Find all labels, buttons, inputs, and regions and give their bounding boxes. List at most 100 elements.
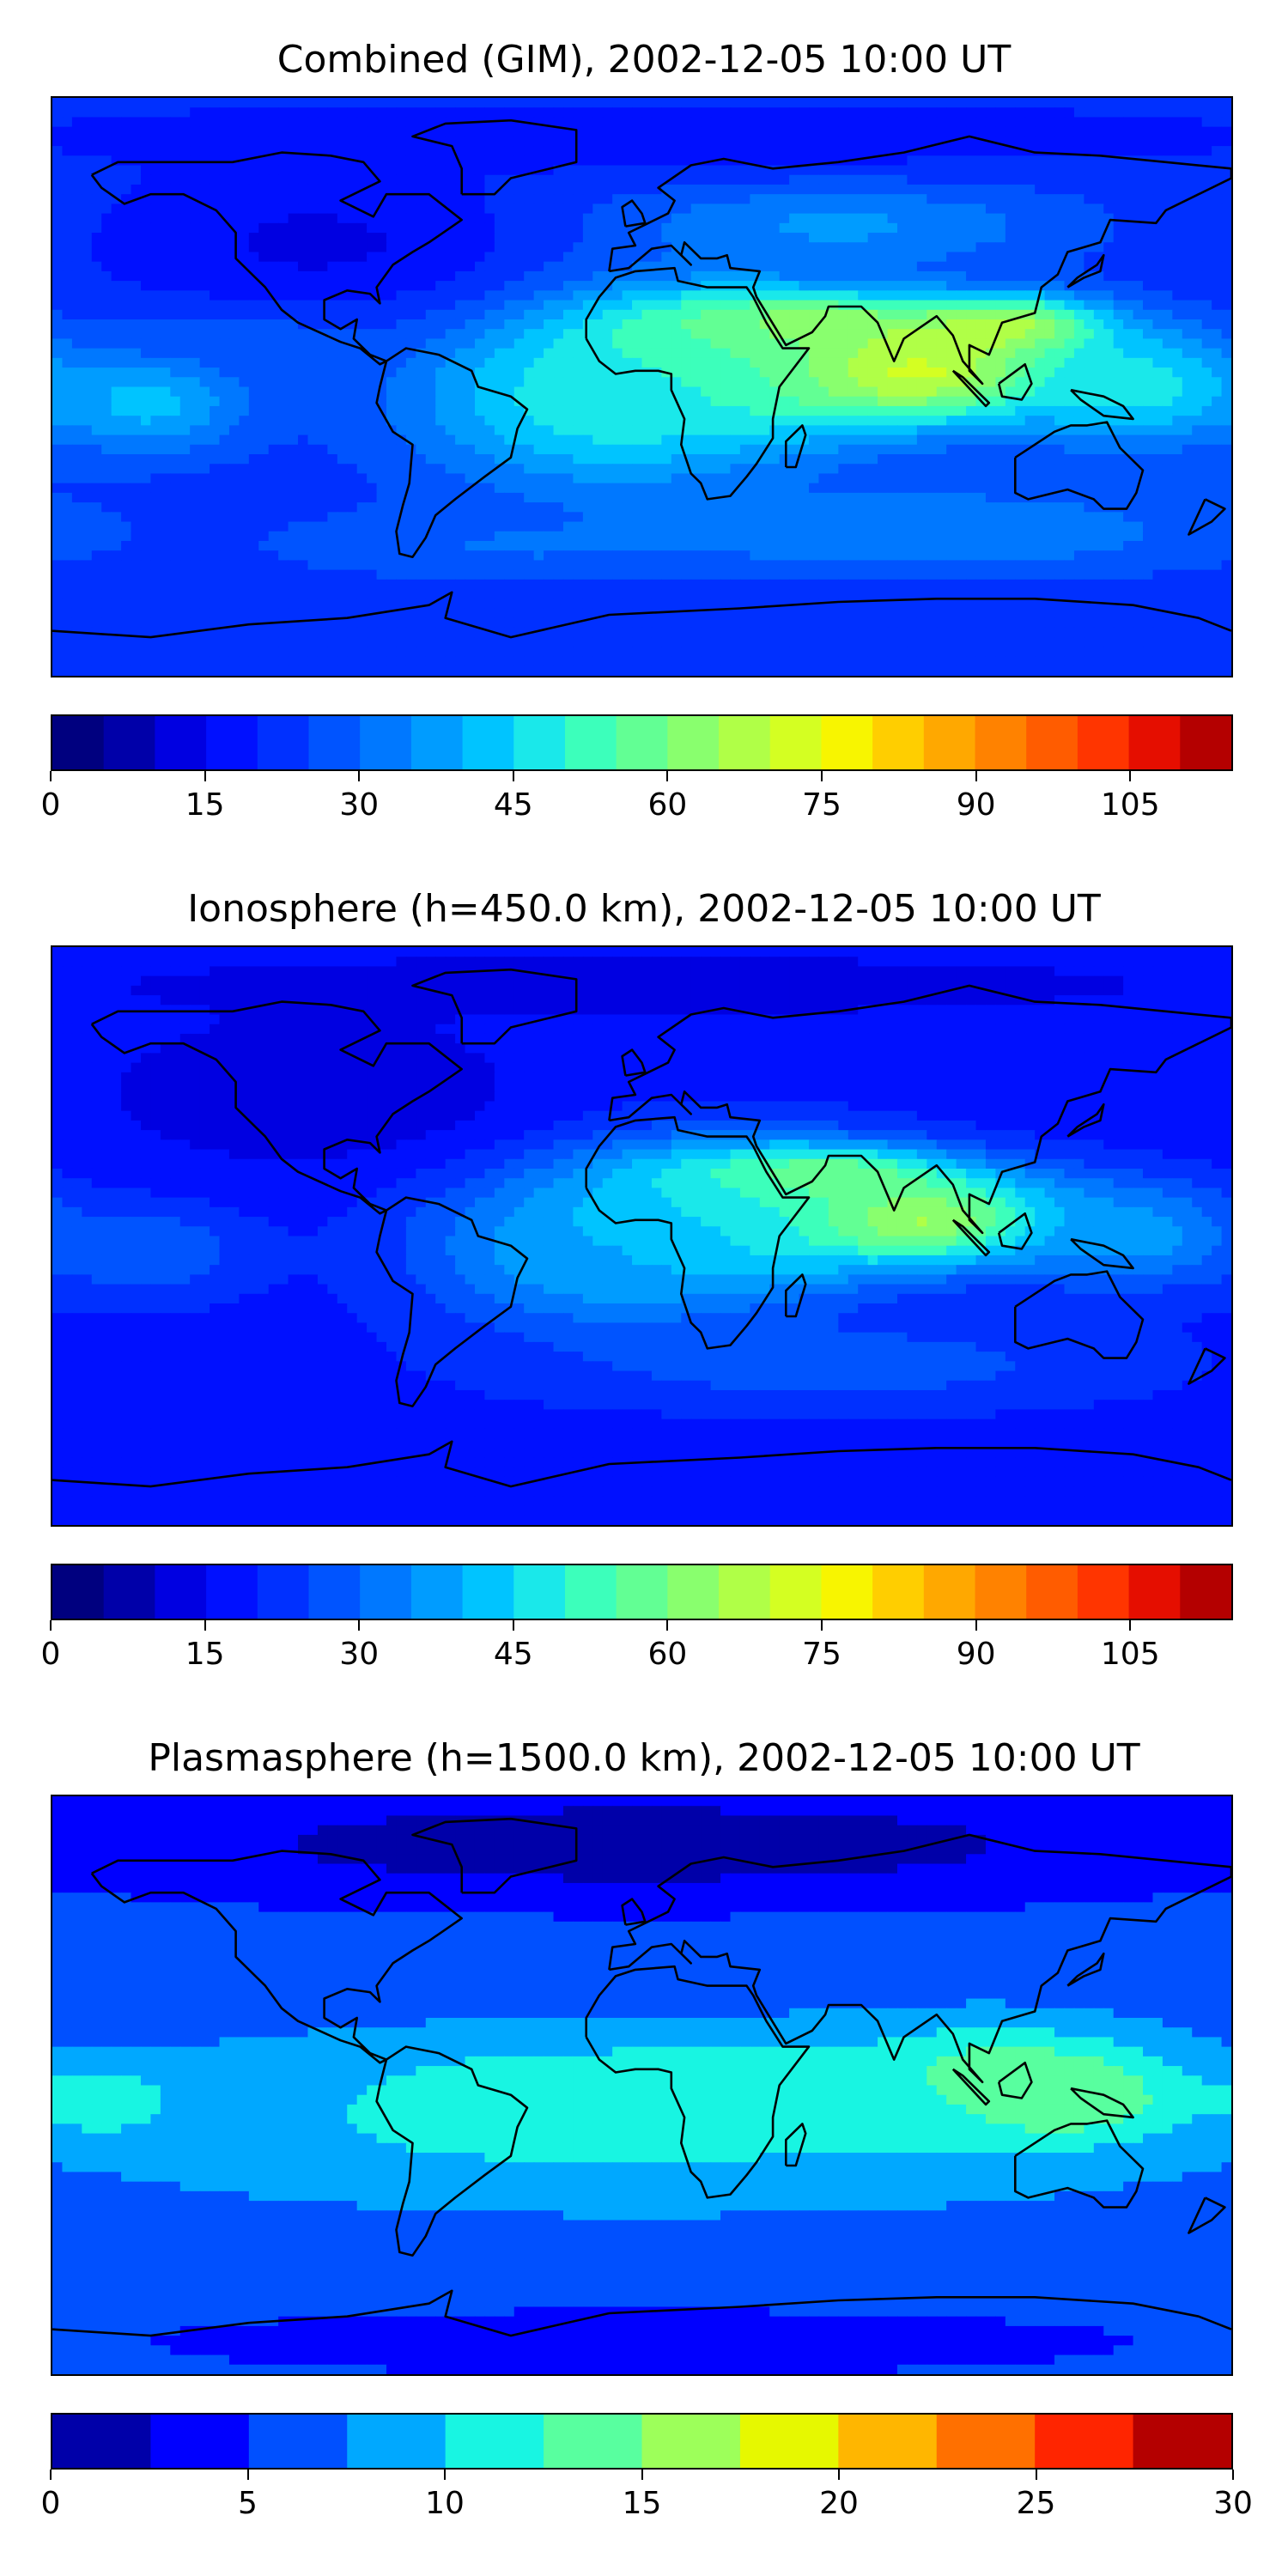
- heatmap-cell: [307, 261, 319, 272]
- heatmap-cell: [573, 213, 584, 224]
- heatmap-cell: [62, 136, 73, 147]
- heatmap-cell: [671, 126, 682, 137]
- heatmap-cell: [592, 434, 604, 446]
- heatmap-cell: [445, 416, 456, 426]
- heatmap-cell: [416, 454, 427, 465]
- heatmap-cell: [1162, 252, 1173, 263]
- heatmap-cell: [121, 126, 132, 137]
- heatmap-cell: [52, 281, 64, 291]
- heatmap-cell: [317, 126, 328, 137]
- heatmap-cell: [809, 309, 820, 320]
- heatmap-cell: [927, 184, 938, 195]
- heatmap-cell: [956, 300, 967, 311]
- heatmap-cell: [553, 348, 564, 359]
- heatmap-cell: [956, 483, 967, 494]
- heatmap-cell: [91, 300, 102, 311]
- heatmap-cell: [750, 136, 761, 147]
- heatmap-cell: [602, 107, 613, 118]
- heatmap-cell: [867, 136, 878, 147]
- heatmap-cell: [1123, 290, 1134, 301]
- heatmap-cell: [936, 184, 947, 195]
- heatmap-cell: [887, 155, 898, 167]
- heatmap-cell: [396, 319, 407, 330]
- heatmap-cell: [907, 348, 918, 359]
- heatmap-cell: [376, 416, 387, 426]
- heatmap-cell: [848, 270, 859, 282]
- heatmap-cell: [170, 222, 181, 234]
- heatmap-cell: [199, 396, 210, 407]
- heatmap-cell: [562, 233, 574, 243]
- heatmap-cell: [101, 492, 112, 503]
- heatmap-cell: [278, 483, 289, 494]
- heatmap-cell: [82, 290, 93, 301]
- heatmap-cell: [1084, 252, 1095, 263]
- heatmap-cell: [1103, 396, 1115, 407]
- heatmap-cell: [956, 194, 967, 204]
- heatmap-cell: [356, 213, 368, 224]
- heatmap-cell: [62, 155, 73, 167]
- heatmap-cell: [455, 300, 466, 311]
- heatmap-cell: [131, 483, 142, 494]
- heatmap-cell: [258, 309, 270, 320]
- heatmap-cell: [916, 444, 927, 455]
- heatmap-cell: [878, 252, 889, 263]
- heatmap-cell: [1044, 300, 1055, 311]
- heatmap-cell: [82, 117, 93, 128]
- heatmap-cell: [474, 396, 486, 407]
- heatmap-cell: [641, 126, 653, 137]
- heatmap-cell: [651, 464, 662, 475]
- heatmap-cell: [946, 281, 957, 291]
- heatmap-cell: [661, 329, 672, 340]
- heatmap-cell: [347, 117, 358, 128]
- heatmap-cell: [907, 357, 918, 368]
- heatmap-cell: [101, 300, 112, 311]
- heatmap-cell: [799, 377, 810, 388]
- heatmap-cell: [367, 338, 378, 349]
- heatmap-cell: [494, 348, 505, 359]
- heatmap-cell: [474, 368, 486, 378]
- heatmap-cell: [1024, 444, 1036, 455]
- heatmap-cell: [288, 454, 299, 465]
- heatmap-cell: [544, 107, 555, 118]
- heatmap-cell: [573, 405, 584, 416]
- heatmap-cell: [307, 98, 319, 108]
- heatmap-cell: [268, 396, 279, 407]
- heatmap-cell: [1182, 222, 1193, 234]
- heatmap-cell: [131, 338, 142, 349]
- heatmap-cell: [789, 300, 800, 311]
- heatmap-cell: [356, 405, 368, 416]
- heatmap-cell: [759, 434, 770, 446]
- heatmap-cell: [730, 348, 741, 359]
- heatmap-cell: [1192, 126, 1203, 137]
- heatmap-cell: [474, 492, 486, 503]
- heatmap-cell: [111, 107, 122, 118]
- heatmap-cell: [651, 281, 662, 291]
- heatmap-cell: [858, 338, 869, 349]
- heatmap-cell: [170, 309, 181, 320]
- heatmap-cell: [710, 329, 721, 340]
- heatmap-cell: [799, 386, 810, 398]
- heatmap-cell: [140, 319, 152, 330]
- heatmap-cell: [602, 405, 613, 416]
- heatmap-cell: [848, 368, 859, 378]
- heatmap-cell: [759, 338, 770, 349]
- heatmap-cell: [160, 194, 171, 204]
- heatmap-cell: [513, 309, 525, 320]
- heatmap-cell: [818, 464, 829, 475]
- heatmap-cell: [1133, 222, 1144, 234]
- heatmap-cell: [858, 377, 869, 388]
- heatmap-cell: [739, 319, 750, 330]
- heatmap-cell: [1162, 213, 1173, 224]
- heatmap-cell: [1035, 174, 1046, 185]
- heatmap-cell: [268, 309, 279, 320]
- heatmap-cell: [504, 300, 515, 311]
- heatmap-cell: [416, 434, 427, 446]
- heatmap-cell: [809, 444, 820, 455]
- heatmap-cell: [779, 261, 790, 272]
- heatmap-cell: [425, 174, 436, 185]
- heatmap-cell: [1143, 338, 1154, 349]
- heatmap-cell: [907, 416, 918, 426]
- heatmap-cell: [494, 329, 505, 340]
- heatmap-cell: [956, 165, 967, 176]
- heatmap-cell: [710, 281, 721, 291]
